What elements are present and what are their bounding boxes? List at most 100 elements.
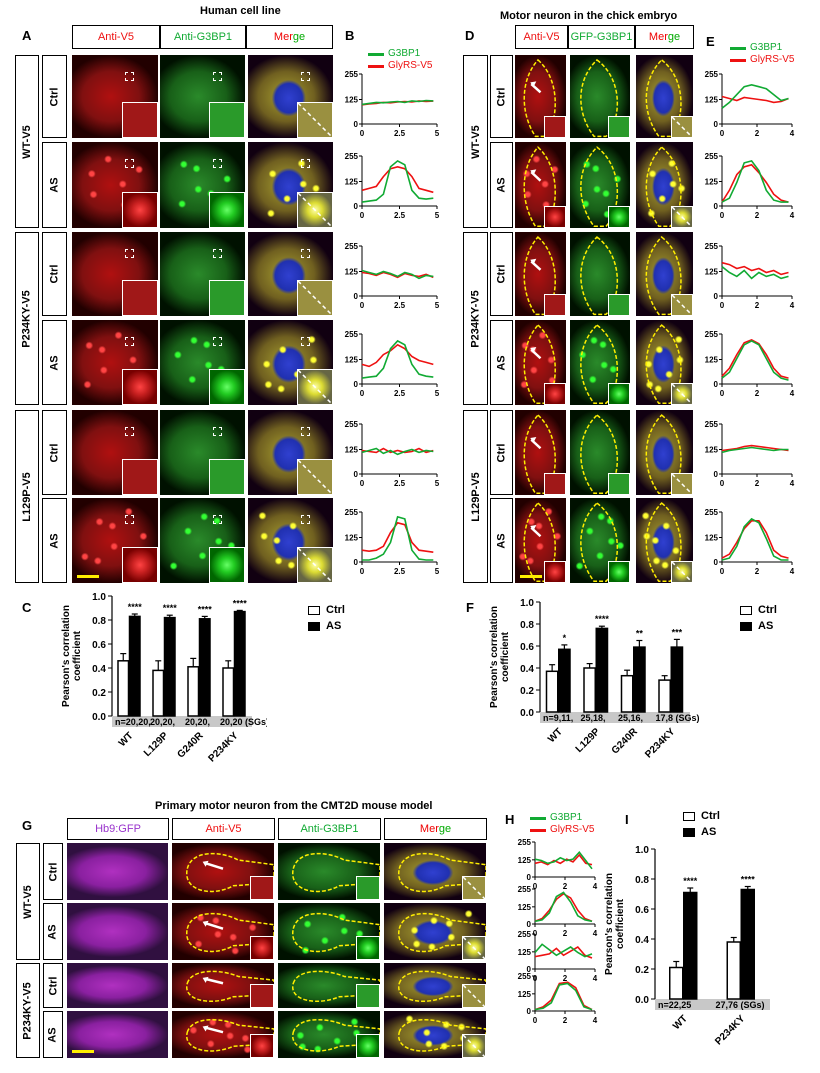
legend-swatch-ctrl — [308, 606, 320, 615]
group-label: P234KY-V5 — [463, 232, 488, 405]
significance-stars: **** — [233, 598, 248, 608]
significance-stars: **** — [595, 614, 610, 624]
x-tick-label: 2 — [563, 882, 568, 891]
legend-label: AS — [701, 826, 717, 838]
x-tick-label: 0 — [360, 389, 365, 398]
y-tick-label: 1.0 — [92, 592, 106, 603]
condition-label-text: AS — [47, 1026, 59, 1043]
micrograph-D-merge — [636, 232, 693, 316]
cell-outline — [580, 414, 618, 495]
cell-outline — [645, 414, 682, 495]
condition-label: AS — [490, 142, 513, 228]
y-tick-label: 0 — [527, 920, 532, 929]
x-tick-label: 4 — [593, 882, 598, 891]
y-tick-label: 0 — [354, 120, 359, 129]
significance-stars: **** — [741, 875, 756, 885]
y-tick-label: 0.4 — [635, 935, 649, 946]
zoom-inset — [462, 936, 486, 960]
condition-label: Ctrl — [490, 55, 513, 138]
zoom-inset — [544, 473, 566, 495]
y-tick-label: 125 — [345, 445, 359, 454]
zoom-inset — [356, 984, 380, 1008]
x-tick-label: 5 — [435, 301, 440, 310]
condition-label: AS — [42, 142, 67, 228]
condition-label: AS — [42, 498, 67, 583]
condition-label: Ctrl — [42, 55, 67, 138]
condition-label: AS — [490, 498, 513, 583]
zoom-inset — [671, 473, 693, 495]
y-tick-label: 0 — [527, 1007, 532, 1016]
series-line-glyrs-v5 — [721, 163, 789, 203]
cell-outline — [398, 912, 486, 953]
group-label: L129P-V5 — [463, 410, 488, 583]
condition-label-text: Ctrl — [495, 87, 508, 106]
line-profile-path — [672, 562, 692, 582]
micrograph-G-hb9-gfp — [67, 903, 168, 960]
merge-letter: e — [429, 823, 436, 835]
series-line-glyrs-v5 — [721, 261, 789, 276]
panel-letter: H — [505, 812, 515, 827]
x-tick-label: 4 — [790, 129, 795, 138]
y-tick-label: 125 — [345, 355, 359, 364]
cell-outline — [292, 970, 380, 1002]
y-label-line: coefficient — [72, 630, 83, 681]
series-line-g3bp1 — [721, 159, 789, 203]
micrograph-A-g3bp1 — [160, 232, 245, 316]
cell-outline — [292, 852, 380, 893]
series-line-g3bp1 — [721, 265, 789, 280]
y-tick-label: 0 — [714, 558, 719, 567]
roi-box — [125, 248, 135, 258]
cell-outline-dashed — [398, 1018, 486, 1052]
cell-outline-dashed — [292, 970, 380, 1002]
panel-letter: B — [345, 28, 355, 43]
roi-box — [300, 71, 310, 81]
legend-label: AS — [758, 620, 774, 632]
category-label: WT — [546, 726, 565, 745]
zoom-inset — [544, 561, 566, 583]
cell-outline-dashed — [580, 146, 618, 228]
zoom-inset — [544, 294, 566, 316]
micrograph-D-gfp-g3bp1 — [570, 498, 630, 583]
zoom-inset — [209, 192, 245, 228]
x-tick-label: 2 — [755, 567, 760, 576]
micrograph-D-merge — [636, 410, 693, 495]
legend-label: G3BP1 — [388, 48, 421, 59]
condition-label-text: AS — [47, 923, 59, 940]
condition-label-text: Ctrl — [48, 264, 61, 284]
group-label-text: P234KY-V5 — [469, 289, 482, 348]
cell-outline-dashed — [186, 1018, 274, 1052]
line-profile-path — [463, 877, 485, 899]
y-tick-label: 255 — [518, 838, 532, 847]
zoom-inset — [209, 102, 245, 138]
arrow-head-icon — [530, 347, 537, 354]
zoom-inset — [122, 280, 158, 316]
zoom-inset — [122, 547, 158, 583]
legend-label: Ctrl — [326, 604, 345, 616]
condition-label-text: Ctrl — [495, 443, 508, 462]
line-profile-dashed — [463, 937, 485, 959]
zoom-inset — [209, 547, 245, 583]
n-label: n=9,11, — [543, 713, 573, 723]
cell-outline-dashed — [186, 912, 274, 953]
column-header-hb9-gfp: Hb9:GFP — [67, 818, 169, 840]
y-tick-label: 0 — [714, 120, 719, 129]
x-tick-label: 5 — [435, 389, 440, 398]
merge-letter: e — [673, 31, 681, 43]
series-line-g3bp1 — [721, 517, 789, 561]
series-line-g3bp1 — [361, 339, 434, 379]
roi-box — [212, 427, 222, 436]
y-tick-label: 255 — [518, 972, 532, 981]
y-tick-label: 125 — [705, 445, 719, 454]
line-profile-path — [672, 117, 692, 137]
legend-swatch-ctrl — [683, 812, 695, 821]
panel-letter: E — [706, 34, 715, 49]
group-label-text: WT-V5 — [22, 884, 34, 919]
series-line-glyrs-v5 — [721, 444, 789, 452]
roi-box — [125, 427, 135, 436]
x-tick-label: 0 — [360, 211, 365, 220]
condition-label-text: AS — [48, 177, 61, 193]
micrograph-A-g3bp1 — [160, 410, 245, 495]
n-label: 25,16, — [618, 713, 643, 723]
